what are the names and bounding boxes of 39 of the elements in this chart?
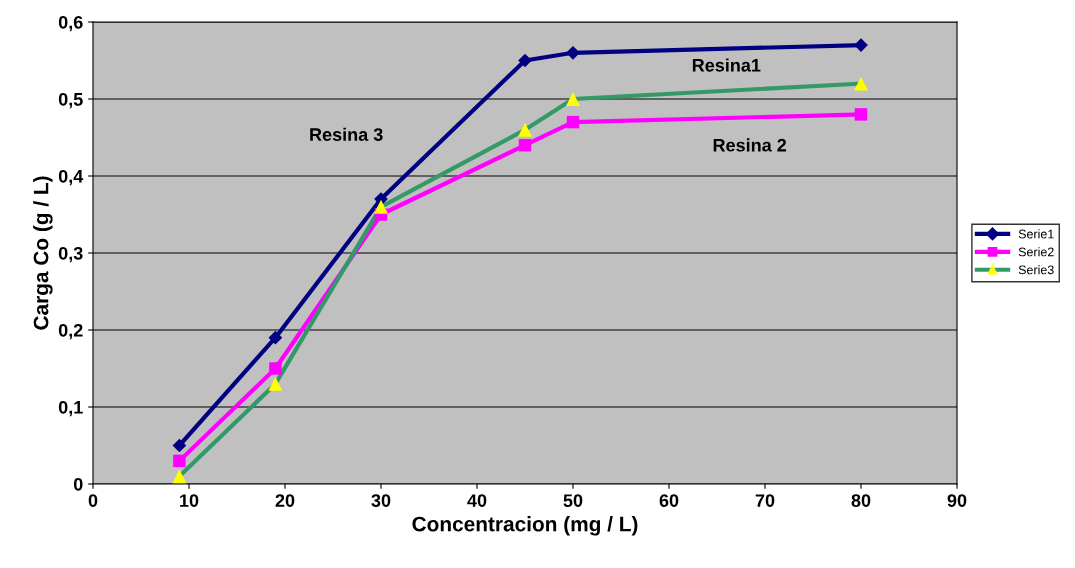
point	[566, 92, 580, 106]
point	[566, 45, 580, 60]
x-tick-label: 70	[755, 494, 775, 507]
y-tick-label: 0,3	[58, 246, 83, 263]
point	[518, 138, 532, 152]
x-tick-label: 60	[659, 494, 679, 507]
point	[374, 199, 388, 214]
x-tick-label: 50	[563, 494, 583, 507]
y-tick-label: 0,2	[58, 323, 83, 340]
legend-label: Serie2	[1018, 247, 1054, 257]
point	[172, 469, 187, 484]
point	[173, 454, 186, 468]
x-tick-label: 40	[467, 494, 487, 507]
y-tick-label: 0,4	[58, 169, 84, 186]
y-tick-label: 0,6	[58, 15, 83, 32]
point	[518, 122, 532, 137]
y-axis-title: Carga Co (g / L)	[33, 176, 53, 330]
point	[854, 76, 868, 91]
x-tick-label: 10	[180, 494, 199, 507]
point	[518, 53, 532, 68]
annotation: Resina 3	[310, 127, 383, 141]
point	[854, 108, 868, 121]
point	[268, 330, 283, 345]
x-tick-label: 30	[371, 494, 391, 508]
y-tick-label: 0,1	[58, 400, 83, 417]
x-tick-label: 90	[947, 494, 967, 507]
point	[268, 376, 283, 391]
annotation: Resina1	[692, 58, 761, 72]
annotation: Resina 2	[713, 138, 787, 152]
legend-label: Serie3	[1018, 265, 1054, 275]
x-tick-label: 80	[851, 494, 871, 507]
y-tick-label: 0,5	[58, 92, 83, 109]
point	[566, 115, 580, 129]
point	[269, 362, 282, 375]
y-tick-label: 0	[73, 477, 83, 491]
x-tick-label: 0	[88, 494, 98, 507]
x-tick-label: 20	[275, 494, 295, 507]
legend-label: Serie1	[1018, 229, 1054, 239]
x-axis-title: Concentracion (mg / L)	[412, 516, 638, 536]
